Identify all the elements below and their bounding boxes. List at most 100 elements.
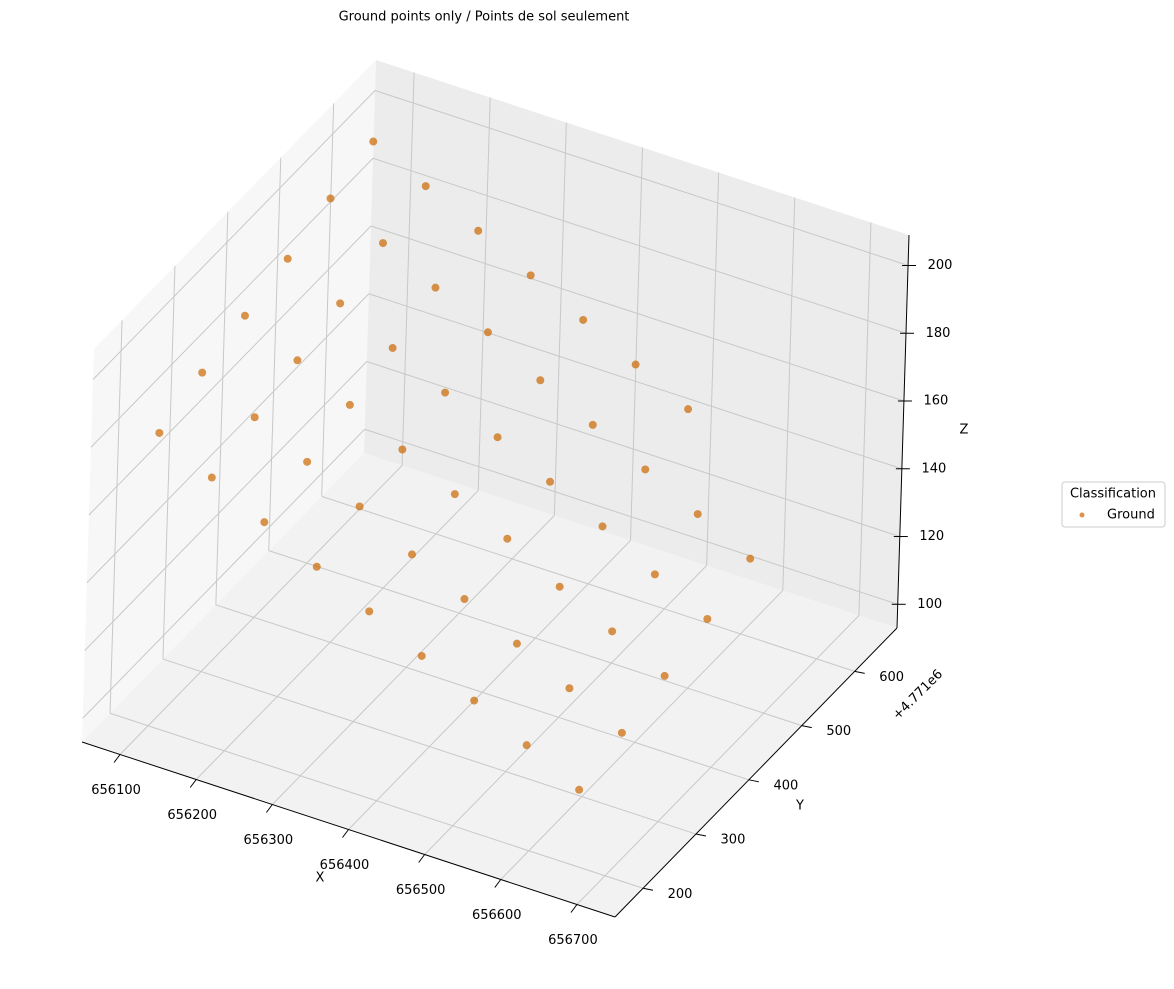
grid-line xyxy=(215,604,750,781)
point xyxy=(388,343,397,352)
grid-line xyxy=(553,122,567,516)
point xyxy=(746,554,755,563)
point xyxy=(303,457,312,466)
point xyxy=(240,311,249,320)
grid-line xyxy=(109,712,644,889)
point xyxy=(417,651,426,660)
point xyxy=(345,400,354,409)
grid-line xyxy=(268,157,282,551)
x-tick xyxy=(570,904,578,913)
point xyxy=(441,388,450,397)
point xyxy=(450,490,459,499)
z-tick-label: 160 xyxy=(924,394,949,409)
point xyxy=(470,696,479,705)
y-axis-line xyxy=(614,627,898,918)
y-tick-label: 400 xyxy=(773,778,798,793)
legend-box xyxy=(1061,481,1166,528)
point xyxy=(260,518,269,527)
x-tick-label: 656700 xyxy=(548,933,598,948)
point xyxy=(493,433,502,442)
x-tick xyxy=(494,879,502,888)
y-tick xyxy=(642,887,654,891)
point xyxy=(155,428,164,437)
grid-line xyxy=(348,540,631,830)
x-tick xyxy=(342,829,349,838)
point xyxy=(536,376,545,385)
x-tick-label: 656600 xyxy=(472,908,522,923)
x-tick-label: 656200 xyxy=(167,808,217,823)
axes-3d xyxy=(81,60,917,918)
y-tick-label: 300 xyxy=(721,833,746,848)
x-tick xyxy=(113,754,121,763)
x-tick-label: 656100 xyxy=(91,783,141,798)
grid-line xyxy=(321,495,855,672)
grid-line xyxy=(321,103,335,497)
y-tick-label: 500 xyxy=(826,724,851,739)
point xyxy=(369,137,378,146)
z-tick-label: 200 xyxy=(928,258,953,273)
grid-line xyxy=(215,211,229,605)
grid-line xyxy=(366,361,900,538)
x-tick-label: 656500 xyxy=(396,883,446,898)
z-tick-label: 180 xyxy=(926,326,951,341)
point xyxy=(575,785,584,794)
grid-line xyxy=(374,90,909,266)
point xyxy=(483,328,492,337)
grid-line xyxy=(368,293,903,470)
point xyxy=(617,728,626,737)
point xyxy=(565,684,574,693)
point xyxy=(207,473,216,482)
grid-line xyxy=(84,361,368,651)
grid-line xyxy=(364,428,898,605)
legend-marker xyxy=(1079,512,1085,518)
grid-line xyxy=(86,293,370,584)
point xyxy=(684,405,693,414)
z-tick-label: 100 xyxy=(917,597,942,612)
point xyxy=(631,360,640,369)
point xyxy=(407,550,416,559)
grid-line xyxy=(119,465,403,755)
point xyxy=(378,239,387,248)
grid-line xyxy=(195,490,479,780)
y-tick xyxy=(801,725,812,729)
z-axis-label: Z xyxy=(960,423,969,438)
point xyxy=(503,534,512,543)
grid-line xyxy=(370,225,905,402)
point xyxy=(608,627,617,636)
grid-line xyxy=(477,97,491,491)
grid-line xyxy=(271,515,555,805)
grid-line xyxy=(858,222,872,616)
point xyxy=(660,671,669,680)
chart-title: Ground points only / Points de sol seule… xyxy=(339,10,630,25)
x-tick xyxy=(189,779,197,788)
y-tick-label: 600 xyxy=(879,670,904,685)
grid-line xyxy=(88,225,372,516)
point xyxy=(522,741,531,750)
y-axis-label: Y xyxy=(795,799,804,814)
point xyxy=(283,254,292,263)
x-axis-label: X xyxy=(316,871,325,886)
grid-line xyxy=(424,565,708,855)
y-tick xyxy=(748,779,759,783)
point xyxy=(198,368,207,377)
x-axis-line xyxy=(81,741,616,918)
point xyxy=(588,420,597,429)
point xyxy=(431,283,440,292)
grid-line xyxy=(372,157,907,334)
point xyxy=(512,639,521,648)
point xyxy=(250,413,259,422)
grid-line xyxy=(162,266,176,660)
grid-line xyxy=(268,550,802,727)
point xyxy=(460,595,469,604)
grid-line xyxy=(782,197,796,591)
point xyxy=(474,226,483,235)
point xyxy=(326,194,335,203)
point xyxy=(526,271,535,280)
point xyxy=(398,445,407,454)
grid-line xyxy=(401,72,415,466)
point xyxy=(336,299,345,308)
x-tick xyxy=(418,854,426,863)
grid-line xyxy=(630,147,643,541)
legend-title: Classification xyxy=(1070,487,1156,502)
